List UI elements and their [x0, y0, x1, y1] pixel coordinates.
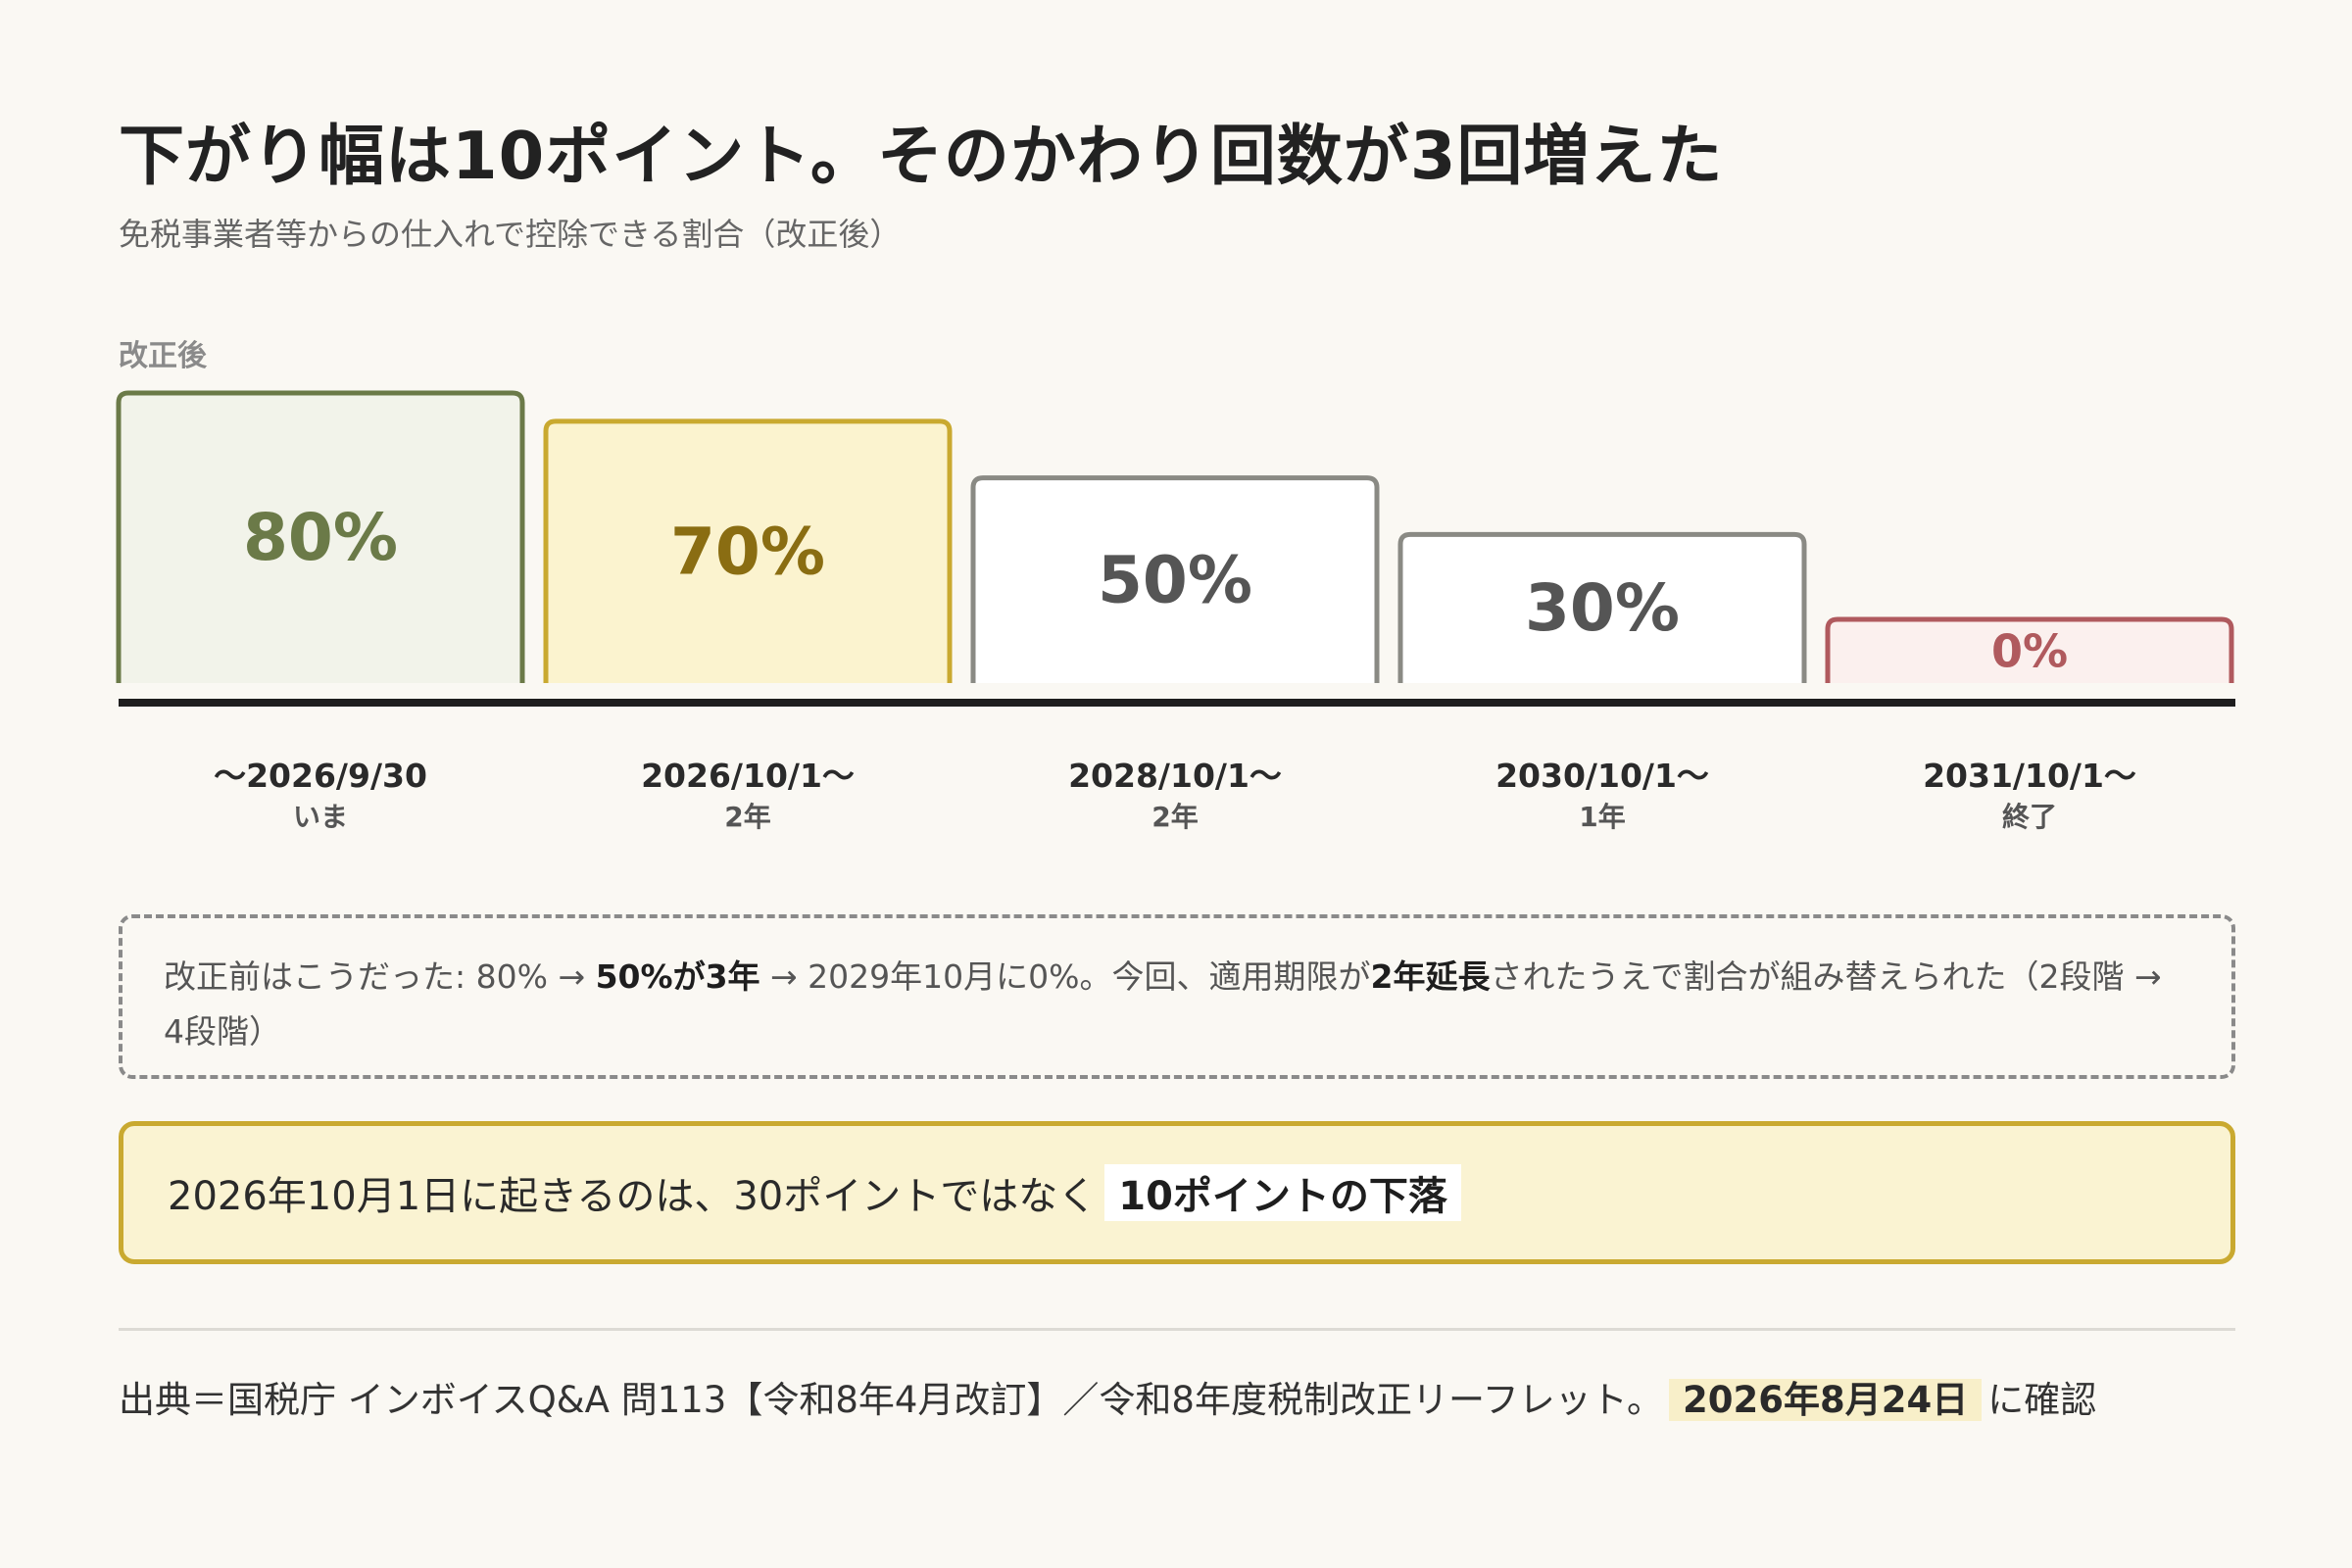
step-bar-chart: 80% 〜2026/9/30 いま 70% 2026/10/1〜 2年 50% 2028/10… — [116, 390, 2235, 833]
category-note-2: 2年 — [1152, 801, 1198, 833]
note-text-2: → 2029年10月に0%。今回、適用期限が — [760, 957, 1371, 996]
key-callout: 2026年10月1日に起きるのは、30ポイントではなく 10ポイントの下落 — [119, 1121, 2235, 1264]
bar-fill-1 — [546, 420, 950, 683]
baseline-axis — [119, 699, 2235, 707]
note-bold-2: 2年延長 — [1370, 957, 1491, 996]
page-title: 下がり幅は10ポイント。そのかわり回数が3回増えた — [119, 118, 1724, 194]
chart-label: 改正後 — [119, 339, 207, 373]
note-text-3: されたうえで割合が組み替えられた（2段階 → 4段階） — [164, 957, 2162, 1051]
category-note-4: 終了 — [2002, 801, 2057, 833]
callout-highlight: 10ポイントの下落 — [1104, 1164, 1461, 1221]
bar-fill-3 — [1400, 534, 1804, 683]
category-label-0: 〜2026/9/30 — [214, 757, 427, 795]
bar-2 — [970, 475, 1380, 683]
category-note-3: 1年 — [1579, 801, 1625, 833]
bar-3 — [1397, 531, 1807, 683]
page-subtitle: 免税事業者等からの仕入れで控除できる割合（改正後） — [119, 216, 902, 253]
bar-fill-2 — [973, 477, 1377, 683]
bar-value-label-3: 30% — [1525, 570, 1680, 646]
bar-value-label-1: 70% — [670, 514, 825, 589]
bar-fill-4 — [1828, 619, 2231, 683]
bar-fill-0 — [119, 393, 522, 683]
source-suffix: に確認 — [1987, 1379, 2097, 1421]
category-label-4: 2031/10/1〜 — [1923, 757, 2136, 795]
category-note-0: いま — [293, 801, 348, 833]
callout-text: 2026年10月1日に起きるのは、30ポイントではなく — [168, 1174, 1098, 1219]
category-note-1: 2年 — [724, 801, 770, 833]
bar-0 — [116, 390, 525, 683]
source-date: 2026年8月24日 — [1668, 1379, 1983, 1421]
note-bold-1: 50%が3年 — [595, 957, 760, 996]
bar-value-label-2: 50% — [1098, 542, 1252, 617]
before-revision-note: 改正前はこうだった: 80% → 50%が3年 → 2029年10月に0%。今回… — [119, 914, 2235, 1079]
category-label-1: 2026/10/1〜 — [641, 757, 855, 795]
source-text: 出典＝国税庁 インボイスQ&A 問113【令和8年4月改訂】／令和8年度税制改正… — [119, 1379, 1663, 1421]
bar-1 — [543, 418, 953, 683]
bar-value-label-4: 0% — [1991, 625, 2068, 678]
bar-value-label-0: 80% — [243, 500, 398, 575]
category-label-2: 2028/10/1〜 — [1068, 757, 1282, 795]
note-text-1: 改正前はこうだった: 80% → — [164, 957, 596, 996]
divider — [119, 1328, 2235, 1331]
source-line: 出典＝国税庁 インボイスQ&A 問113【令和8年4月改訂】／令和8年度税制改正… — [119, 1370, 2096, 1423]
category-label-3: 2030/10/1〜 — [1495, 757, 1709, 795]
bar-4 — [1825, 616, 2234, 683]
